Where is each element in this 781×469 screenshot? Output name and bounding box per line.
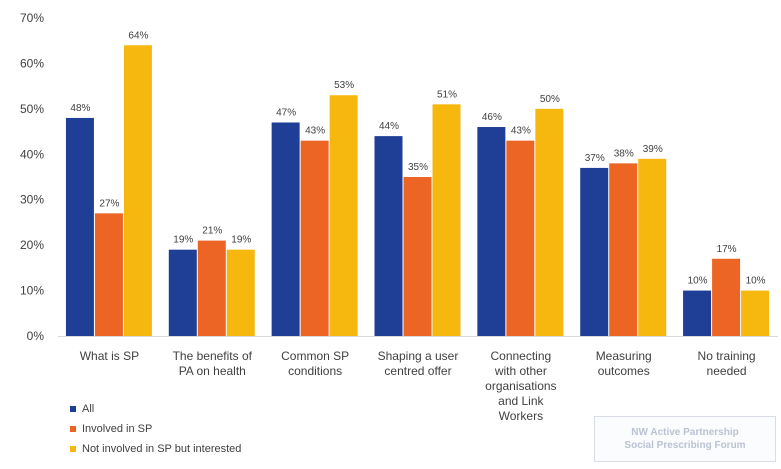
- x-axis: What is SP The benefits of PA on health Com…: [80, 349, 756, 423]
- legend-label: All: [82, 403, 95, 415]
- data-labels: 48% 27% 64% 19% 21% 19% 47% 43% 53% 44% 35% 51% 46% 4…: [70, 30, 765, 286]
- legend-label: Involved in SP: [82, 423, 153, 435]
- bar: [123, 45, 152, 336]
- data-label: 10%: [688, 276, 708, 287]
- data-label: 47%: [276, 107, 296, 118]
- bar: [638, 158, 667, 336]
- data-label: 38%: [614, 148, 634, 159]
- data-label: 43%: [305, 126, 325, 137]
- legend-swatch: [70, 406, 76, 412]
- data-label: 48%: [70, 103, 90, 114]
- y-tick-label: 30%: [20, 193, 44, 207]
- data-label: 39%: [643, 144, 663, 155]
- data-label: 43%: [511, 126, 531, 137]
- legend-label: Not involved in SP but interested: [82, 443, 242, 455]
- data-label: 53%: [334, 80, 354, 91]
- data-label: 35%: [408, 162, 428, 173]
- category-label-line: Common SP: [281, 349, 349, 363]
- bars: [65, 45, 770, 337]
- watermark: NW Active Partnership Social Prescribing…: [594, 416, 776, 462]
- data-label: 64%: [128, 30, 148, 41]
- bar: [300, 140, 329, 336]
- data-label: 37%: [585, 153, 605, 164]
- bar: [506, 140, 535, 336]
- y-axis: 0% 10% 20% 30% 40% 50% 60% 70%: [20, 11, 778, 343]
- data-label: 10%: [746, 276, 766, 287]
- bar: [329, 95, 358, 336]
- bar: [741, 290, 770, 336]
- bar: [712, 258, 741, 336]
- bar: [609, 163, 638, 336]
- y-tick-label: 0%: [27, 329, 45, 343]
- data-label: 19%: [231, 235, 251, 246]
- category-label: Measuring outcomes: [596, 349, 652, 378]
- category-label-line: Connecting: [490, 349, 551, 363]
- bar: [226, 249, 255, 336]
- legend-swatch: [70, 446, 76, 452]
- bar: [403, 177, 432, 336]
- bar: [580, 167, 609, 336]
- category-label-line: The benefits of: [173, 349, 253, 363]
- bar: [271, 122, 300, 336]
- data-label: 21%: [202, 226, 222, 237]
- y-tick-label: 10%: [20, 284, 44, 298]
- y-tick-label: 70%: [20, 11, 44, 25]
- data-label: 27%: [99, 198, 119, 209]
- bar: [374, 136, 403, 336]
- data-label: 51%: [437, 89, 457, 100]
- category-label-line: centred offer: [384, 364, 451, 378]
- category-label-line: needed: [707, 364, 747, 378]
- category-label: Shaping a user centred offer: [378, 349, 459, 378]
- bar: [477, 127, 506, 337]
- category-label-line: Measuring: [596, 349, 652, 363]
- legend: All Involved in SP Not involved in SP but …: [70, 399, 241, 459]
- category-label-line: What is SP: [80, 349, 139, 363]
- category-label-line: PA on health: [179, 364, 246, 378]
- category-label-line: Shaping a user: [378, 349, 459, 363]
- category-label: The benefits of PA on health: [173, 349, 253, 378]
- data-label: 44%: [379, 121, 399, 132]
- category-label: Common SP conditions: [281, 349, 349, 378]
- category-label-line: organisations: [485, 379, 556, 393]
- legend-item: Not involved in SP but interested: [70, 439, 241, 459]
- category-label-line: with other: [494, 364, 547, 378]
- bar: [94, 213, 123, 336]
- category-label-line: conditions: [288, 364, 342, 378]
- legend-swatch: [70, 426, 76, 432]
- category-label: What is SP: [80, 349, 139, 363]
- watermark-line-2: Social Prescribing Forum: [624, 440, 746, 451]
- bar: [168, 249, 197, 336]
- y-tick-label: 60%: [20, 56, 44, 70]
- category-label-line: outcomes: [598, 364, 650, 378]
- bar: [432, 104, 461, 336]
- legend-item: Involved in SP: [70, 419, 241, 439]
- data-label: 50%: [540, 94, 560, 105]
- category-label: Connecting with other organisations and Lin…: [485, 349, 556, 423]
- bar: [683, 290, 712, 336]
- y-tick-label: 20%: [20, 238, 44, 252]
- bar: [535, 108, 564, 336]
- y-tick-label: 40%: [20, 147, 44, 161]
- category-label-line: Workers: [499, 409, 543, 423]
- bar: [65, 117, 94, 336]
- data-label: 17%: [717, 244, 737, 255]
- category-label-line: No training: [698, 349, 756, 363]
- data-label: 46%: [482, 112, 502, 123]
- category-label: No training needed: [698, 349, 756, 378]
- watermark-line-1: NW Active Partnership: [631, 427, 739, 438]
- bar: [197, 240, 226, 336]
- y-tick-label: 50%: [20, 102, 44, 116]
- category-label-line: and Link: [498, 394, 544, 408]
- data-label: 19%: [173, 235, 193, 246]
- legend-item: All: [70, 399, 241, 419]
